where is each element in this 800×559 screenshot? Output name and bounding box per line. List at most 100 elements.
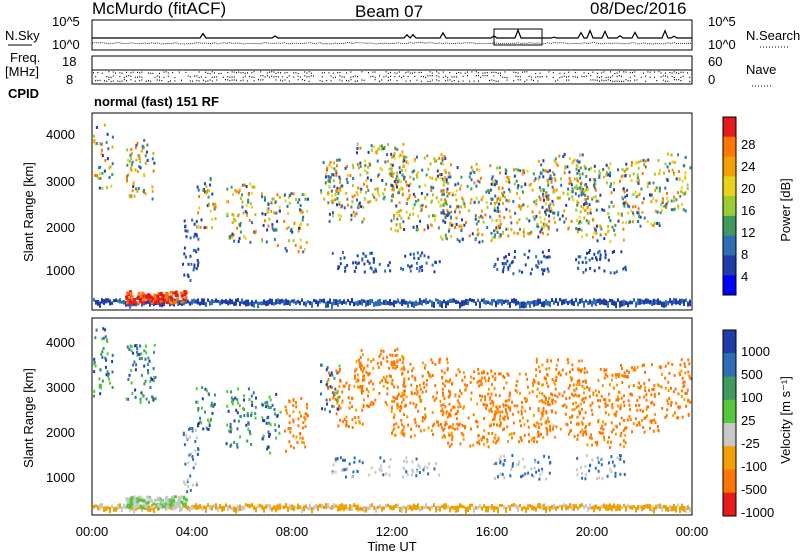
velocity-echo xyxy=(458,370,461,374)
velocity-echo xyxy=(512,421,515,425)
power-echo xyxy=(338,265,341,269)
power-echo xyxy=(292,239,295,243)
power-echo xyxy=(130,156,133,160)
power-echo xyxy=(625,221,628,225)
velocity-echo xyxy=(594,440,597,444)
power-echo xyxy=(395,300,397,304)
power-echo xyxy=(391,188,394,192)
velocity-echo xyxy=(430,429,433,433)
power-echo xyxy=(480,198,483,202)
velocity-echo xyxy=(396,353,399,357)
power-echo xyxy=(533,200,536,204)
velocity-echo xyxy=(491,431,494,435)
velocity-echo xyxy=(154,498,158,502)
power-echo xyxy=(539,198,542,202)
power-echo xyxy=(438,173,441,176)
velocity-echo xyxy=(418,383,421,387)
nave-point xyxy=(282,80,284,82)
power-echo xyxy=(262,224,265,227)
power-echo xyxy=(459,187,462,191)
nave-point xyxy=(568,71,570,73)
power-echo xyxy=(473,171,476,174)
velocity-echo xyxy=(363,374,365,378)
velocity-echo xyxy=(283,505,285,510)
velocity-echo xyxy=(583,371,586,375)
nave-point xyxy=(453,76,455,78)
power-echo xyxy=(489,164,492,168)
velocity-echo xyxy=(427,426,430,430)
velocity-echo xyxy=(557,372,560,376)
power-echo xyxy=(497,299,499,305)
power-echo xyxy=(686,183,689,187)
velocity-echo xyxy=(633,505,635,509)
power-cbar-tick-3: 16 xyxy=(741,203,755,218)
power-echo xyxy=(208,189,211,193)
velocity-echo xyxy=(675,401,678,405)
velocity-echo xyxy=(357,504,359,512)
velocity-echo xyxy=(292,418,295,422)
nave-point xyxy=(227,76,229,78)
nsearch-tick-high: 10^5 xyxy=(708,14,736,29)
velocity-colorbar-frame xyxy=(722,329,737,517)
velocity-echo xyxy=(323,505,325,510)
velocity-echo xyxy=(284,405,287,409)
velocity-echo xyxy=(601,384,604,388)
power-echo xyxy=(585,201,588,205)
velocity-echo xyxy=(273,505,275,510)
nave-point xyxy=(497,80,499,82)
velocity-echo xyxy=(611,402,614,406)
power-echo xyxy=(450,216,452,220)
velocity-echo xyxy=(358,361,361,365)
nave-point xyxy=(689,80,691,83)
nave-point xyxy=(535,76,537,78)
power-echo xyxy=(243,183,246,187)
velocity-echo xyxy=(431,361,434,365)
velocity-echo xyxy=(268,432,271,436)
power-echo xyxy=(555,161,558,165)
nave-point xyxy=(605,79,607,81)
velocity-echo xyxy=(620,363,622,367)
power-echo xyxy=(550,207,552,210)
power-echo xyxy=(332,211,334,215)
velocity-echo xyxy=(609,503,611,511)
power-echo xyxy=(571,187,574,191)
velocity-echo xyxy=(575,405,578,409)
velocity-echo xyxy=(516,379,519,383)
velocity-echo xyxy=(600,431,603,435)
velocity-echo xyxy=(584,411,587,415)
power-echo xyxy=(376,174,379,178)
velocity-echo xyxy=(508,433,511,437)
velocity-echo xyxy=(292,446,295,450)
velocity-echo xyxy=(647,405,650,409)
velocity-echo xyxy=(397,503,399,509)
velocity-echo xyxy=(361,353,364,357)
velocity-echo xyxy=(99,392,102,396)
power-echo xyxy=(401,299,403,307)
velocity-echo xyxy=(559,504,561,508)
velocity-echo xyxy=(654,413,657,417)
power-echo xyxy=(449,175,452,179)
velocity-echo xyxy=(583,400,586,404)
nave-point xyxy=(649,76,651,78)
power-echo xyxy=(329,175,332,179)
power-echo xyxy=(626,167,629,171)
power-echo xyxy=(443,177,446,181)
velocity-echo xyxy=(567,361,570,365)
power-echo xyxy=(677,153,679,157)
power-echo xyxy=(577,194,580,198)
velocity-echo xyxy=(527,471,530,475)
velocity-echo xyxy=(506,399,509,403)
velocity-echo xyxy=(532,380,535,384)
velocity-echo xyxy=(129,344,132,348)
velocity-echo xyxy=(493,413,496,417)
power-echo xyxy=(615,301,617,309)
power-echo xyxy=(624,265,627,269)
velocity-echo xyxy=(554,393,557,397)
power-echo xyxy=(203,226,206,230)
power-echo xyxy=(481,233,484,237)
velocity-echo xyxy=(493,386,496,390)
velocity-echo xyxy=(683,398,686,401)
velocity-echo xyxy=(402,466,405,470)
power-echo xyxy=(374,267,377,271)
power-echo xyxy=(597,298,599,304)
